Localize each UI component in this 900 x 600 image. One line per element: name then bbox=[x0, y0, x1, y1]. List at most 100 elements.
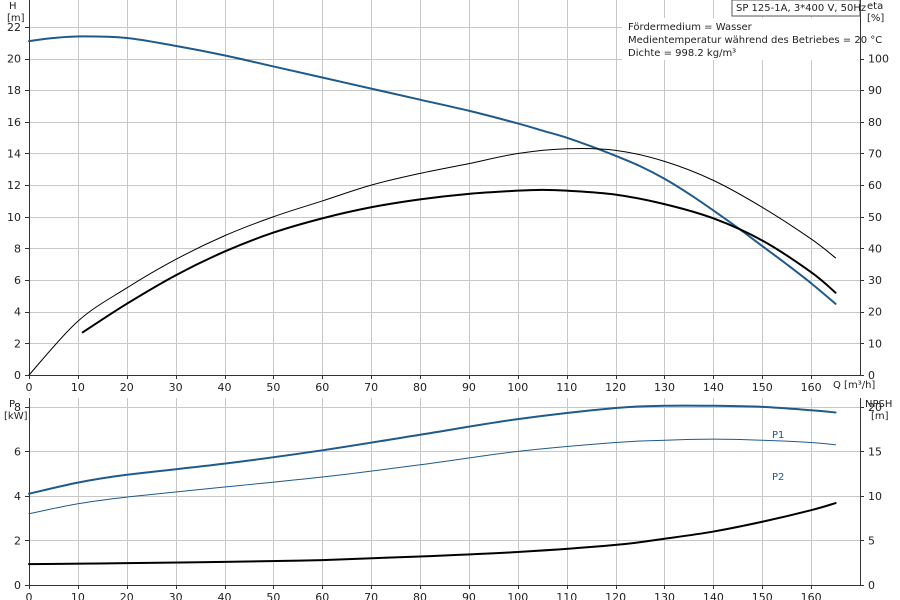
top-x-tick-label: 30 bbox=[169, 381, 183, 394]
bottom-left-tick-label: 6 bbox=[14, 445, 21, 458]
top-left-tick-label: 14 bbox=[7, 147, 21, 160]
top-series-1-line bbox=[28, 147, 837, 376]
top-right-tick-label: 70 bbox=[868, 147, 882, 160]
bottom-x-tick-label: 20 bbox=[120, 591, 134, 600]
top-left-tick-label: 0 bbox=[14, 369, 21, 382]
bottom-left-tick-label: 0 bbox=[14, 579, 21, 592]
top-right-tick-label: 40 bbox=[868, 242, 882, 255]
bottom-x-tick-label: 40 bbox=[218, 591, 232, 600]
top-x-tick-label: 60 bbox=[315, 381, 329, 394]
bottom-left-axis-label: P bbox=[9, 399, 15, 410]
top-x-tick-label: 40 bbox=[218, 381, 232, 394]
top-x-tick-label: 140 bbox=[703, 381, 724, 394]
bottom-x-tick-label: 150 bbox=[752, 591, 773, 600]
top-x-tick-label: 150 bbox=[752, 381, 773, 394]
bottom-x-tick-label: 160 bbox=[801, 591, 822, 600]
top-left-axis-unit: [m] bbox=[7, 13, 25, 24]
medium-line-2: Medientemperatur während des Betriebes =… bbox=[628, 35, 882, 46]
bottom-right-tick-label: 15 bbox=[868, 445, 882, 458]
bottom-x-tick-label: 90 bbox=[462, 591, 476, 600]
bottom-x-tick-label: 140 bbox=[703, 591, 724, 600]
bottom-left-tick-label: 4 bbox=[14, 490, 21, 503]
bottom-grid bbox=[29, 398, 860, 586]
top-x-tick-label: 0 bbox=[26, 381, 33, 394]
bottom-axes bbox=[25, 398, 864, 589]
top-x-tick-label: 130 bbox=[654, 381, 675, 394]
top-left-tick-label: 6 bbox=[14, 274, 21, 287]
top-right-axis-unit: [%] bbox=[867, 13, 884, 24]
top-left-tick-label: 22 bbox=[7, 21, 21, 34]
top-x-tick-label: 100 bbox=[507, 381, 528, 394]
series-label-p2: P2 bbox=[772, 472, 784, 483]
bottom-left-tick-label: 8 bbox=[14, 401, 21, 414]
top-tick-labels: 0 10 20 30 40 50 60 70 80 90 100 110 120 130 140 150 160… bbox=[7, 21, 889, 394]
bottom-tick-labels: 0 10 20 30 40 50 60 70 80 90 100 110 120 130 140 150 160… bbox=[14, 401, 882, 600]
top-series bbox=[28, 35, 837, 376]
bottom-x-tick-label: 0 bbox=[26, 591, 33, 600]
bottom-series-1-line bbox=[28, 438, 837, 515]
bottom-left-tick-label: 2 bbox=[14, 534, 21, 547]
power-npsh-chart: 0 10 20 30 40 50 60 70 80 90 100 110 120 130 140 150 160… bbox=[4, 398, 892, 600]
top-x-tick-label: 10 bbox=[71, 381, 85, 394]
top-series-2-line bbox=[81, 188, 837, 334]
chart-title: SP 125-1A, 3*400 V, 50Hz bbox=[736, 3, 866, 14]
top-x-tick-label: 20 bbox=[120, 381, 134, 394]
bottom-right-tick-label: 20 bbox=[868, 401, 882, 414]
bottom-x-tick-label: 110 bbox=[556, 591, 577, 600]
bottom-right-tick-label: 0 bbox=[868, 579, 875, 592]
bottom-right-tick-label: 10 bbox=[868, 490, 882, 503]
bottom-x-tick-label: 50 bbox=[266, 591, 280, 600]
top-right-tick-label: 30 bbox=[868, 274, 882, 287]
top-right-tick-label: 10 bbox=[868, 337, 882, 350]
top-right-tick-label: 20 bbox=[868, 306, 882, 319]
top-x-tick-label: 160 bbox=[801, 381, 822, 394]
bottom-series-0-line bbox=[28, 404, 837, 495]
top-series-0-line bbox=[28, 35, 837, 305]
top-axes bbox=[25, 0, 864, 379]
series-label-p1: P1 bbox=[772, 430, 784, 441]
bottom-series bbox=[28, 404, 837, 566]
bottom-right-axis-unit: [m] bbox=[871, 411, 889, 422]
top-right-tick-label: 100 bbox=[868, 53, 889, 66]
top-left-tick-label: 4 bbox=[14, 306, 21, 319]
bottom-x-tick-label: 100 bbox=[507, 591, 528, 600]
top-x-tick-label: 80 bbox=[413, 381, 427, 394]
bottom-x-tick-label: 10 bbox=[71, 591, 85, 600]
bottom-x-tick-label: 130 bbox=[654, 591, 675, 600]
top-left-tick-label: 2 bbox=[14, 337, 21, 350]
bottom-x-tick-label: 120 bbox=[605, 591, 626, 600]
bottom-right-axis-label: NPSH bbox=[865, 399, 892, 410]
top-x-tick-label: 110 bbox=[556, 381, 577, 394]
top-x-tick-label: 120 bbox=[605, 381, 626, 394]
medium-line-1: Fördermedium = Wasser bbox=[628, 22, 753, 33]
bottom-series-2-line bbox=[28, 502, 837, 566]
top-right-tick-label: 0 bbox=[868, 369, 875, 382]
top-left-tick-label: 10 bbox=[7, 211, 21, 224]
medium-line-3: Dichte = 998.2 kg/m³ bbox=[628, 48, 736, 59]
top-left-tick-label: 18 bbox=[7, 84, 21, 97]
top-x-tick-label: 90 bbox=[462, 381, 476, 394]
top-right-axis-label: eta bbox=[867, 1, 883, 12]
bottom-x-tick-label: 30 bbox=[169, 591, 183, 600]
title-box bbox=[731, 0, 861, 17]
top-x-axis-label: Q [m³/h] bbox=[833, 380, 875, 391]
bottom-x-tick-label: 70 bbox=[364, 591, 378, 600]
bottom-left-axis-unit: [kW] bbox=[4, 411, 28, 422]
top-right-tick-label: 80 bbox=[868, 116, 882, 129]
bottom-x-tick-label: 60 bbox=[315, 591, 329, 600]
top-x-tick-label: 70 bbox=[364, 381, 378, 394]
head-efficiency-chart: 0 10 20 30 40 50 60 70 80 90 100 110 120 130 140 150 160… bbox=[7, 0, 889, 394]
top-right-tick-label: 60 bbox=[868, 179, 882, 192]
top-left-tick-label: 16 bbox=[7, 116, 21, 129]
top-left-tick-label: 8 bbox=[14, 242, 21, 255]
top-left-axis-label: H bbox=[9, 1, 17, 12]
bottom-x-tick-label: 80 bbox=[413, 591, 427, 600]
top-x-tick-label: 50 bbox=[266, 381, 280, 394]
top-left-tick-label: 20 bbox=[7, 53, 21, 66]
top-left-tick-label: 12 bbox=[7, 179, 21, 192]
top-right-tick-label: 50 bbox=[868, 211, 882, 224]
top-right-tick-label: 90 bbox=[868, 84, 882, 97]
medium-info-box bbox=[622, 18, 860, 60]
bottom-right-tick-label: 5 bbox=[868, 534, 875, 547]
